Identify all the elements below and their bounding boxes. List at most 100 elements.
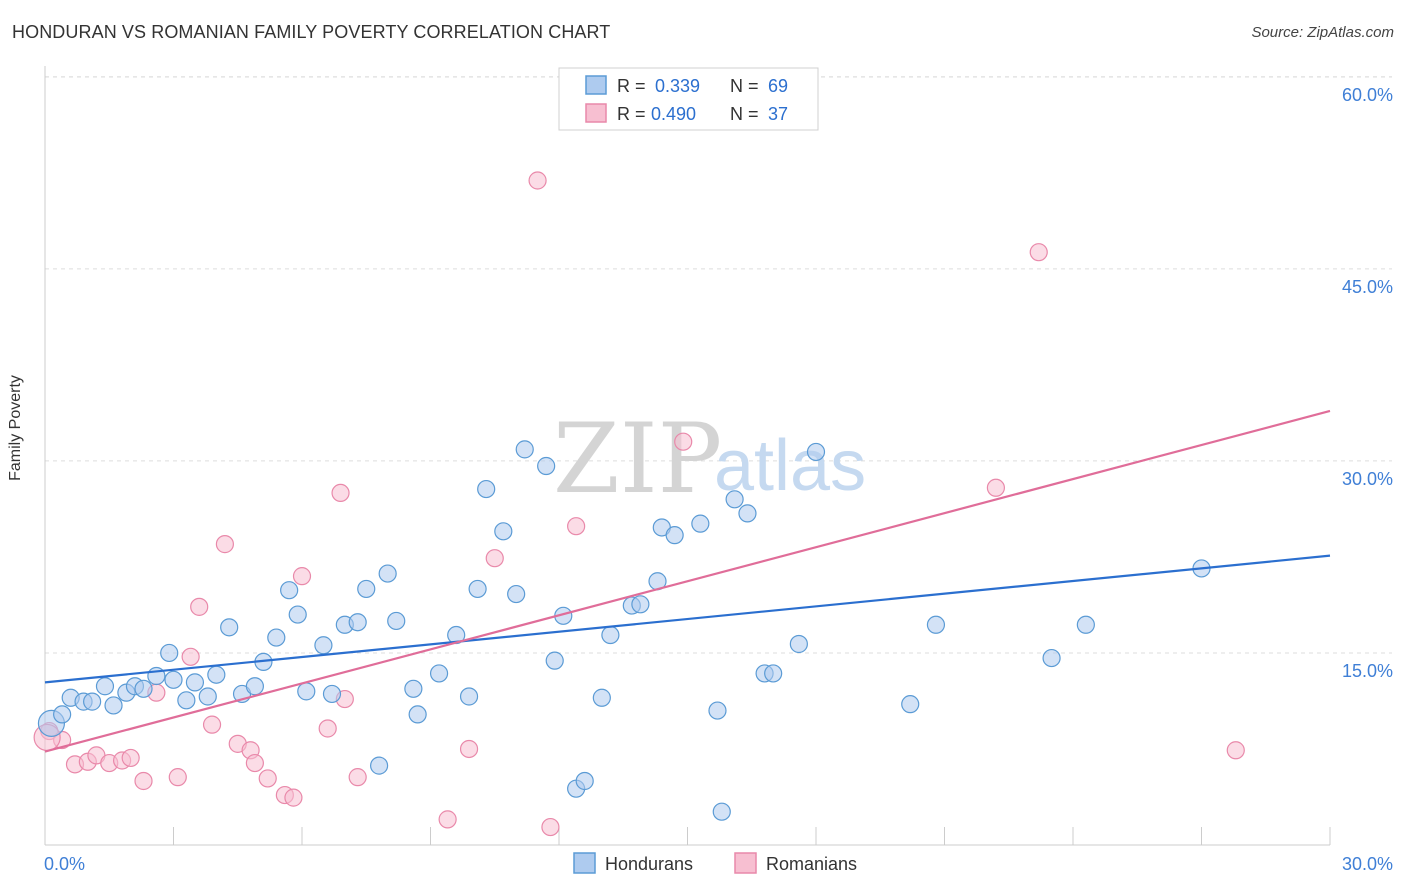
- trend-lines: [44, 409, 1331, 753]
- x-tick-label-end: 30.0%: [1342, 854, 1393, 874]
- honduran-point: [459, 687, 479, 706]
- honduran-point: [220, 618, 239, 637]
- romanian-point: [986, 478, 1006, 497]
- honduran-point: [631, 595, 650, 614]
- honduran-point: [764, 664, 783, 683]
- honduran-point: [712, 802, 731, 821]
- stats-legend-n-label-hondurans: N =: [730, 76, 759, 96]
- honduran-point: [348, 613, 367, 632]
- romanian-point: [284, 788, 303, 807]
- honduran-point: [95, 677, 115, 696]
- romanian-point: [121, 748, 140, 768]
- honduran-point: [665, 526, 684, 545]
- stats-legend-n-value-romanians: 37: [768, 104, 788, 124]
- y-tick-label-2: 45.0%: [1342, 277, 1393, 297]
- romanian-point: [202, 715, 222, 734]
- watermark-zip: ZIP: [553, 403, 722, 515]
- romanian-point: [485, 549, 504, 568]
- romanians-trend-line: [44, 409, 1331, 753]
- honduran-point: [494, 522, 513, 541]
- hondurans-trend-line: [44, 554, 1331, 684]
- honduran-point: [537, 456, 556, 476]
- romanian-point: [190, 597, 209, 616]
- stats-legend-r-value-romanians: 0.490: [651, 104, 696, 124]
- romanian-point: [459, 739, 479, 759]
- romanian-point: [134, 771, 153, 791]
- honduran-point: [901, 695, 920, 714]
- honduran-point: [708, 701, 727, 720]
- honduran-point: [245, 677, 264, 696]
- romanian-point: [541, 817, 560, 837]
- stats-legend-swatch-romanians: [585, 103, 607, 123]
- romanian-point: [181, 647, 200, 666]
- honduran-point: [404, 679, 423, 698]
- hondurans-series: [37, 440, 1211, 821]
- honduran-point: [592, 688, 611, 707]
- honduran-point: [429, 664, 449, 683]
- romanian-point: [331, 483, 350, 503]
- romanian-point: [674, 432, 693, 451]
- honduran-point: [280, 581, 299, 600]
- romanian-point: [348, 768, 367, 787]
- honduran-point: [725, 490, 744, 509]
- honduran-point: [408, 705, 427, 724]
- stats-legend-r-value-hondurans: 0.339: [655, 76, 700, 96]
- honduran-point: [926, 615, 946, 634]
- honduran-point: [288, 605, 307, 624]
- y-tick-label-0: 15.0%: [1342, 661, 1393, 681]
- legend-swatch-hondurans: [573, 852, 596, 874]
- honduran-point: [738, 504, 757, 523]
- honduran-point: [164, 670, 183, 689]
- honduran-point: [198, 687, 217, 706]
- romanian-point: [168, 768, 187, 787]
- honduran-point: [185, 673, 205, 692]
- romanian-point: [1226, 741, 1245, 760]
- honduran-point: [314, 636, 333, 655]
- watermark: ZIP atlas: [553, 403, 866, 515]
- honduran-point: [297, 682, 316, 701]
- honduran-point: [789, 634, 808, 654]
- honduran-point: [1042, 648, 1061, 668]
- legend-label-romanians: Romanians: [766, 854, 857, 874]
- honduran-point: [322, 684, 342, 704]
- honduran-point: [370, 756, 389, 775]
- honduran-point: [468, 579, 487, 599]
- honduran-point: [691, 514, 710, 533]
- honduran-point: [515, 440, 534, 459]
- honduran-point: [507, 584, 526, 604]
- stats-legend-r-label-romanians: R =: [617, 104, 646, 124]
- y-tick-label-3: 60.0%: [1342, 85, 1393, 105]
- romanian-point: [438, 810, 457, 829]
- honduran-point: [575, 771, 594, 791]
- stats-legend-n-value-hondurans: 69: [768, 76, 788, 96]
- stats-legend-r-label-hondurans: R =: [617, 76, 646, 96]
- honduran-point: [207, 665, 226, 684]
- honduran-point: [806, 442, 826, 462]
- honduran-point: [104, 696, 123, 715]
- honduran-point: [177, 691, 196, 710]
- honduran-point: [1076, 615, 1095, 634]
- honduran-point: [53, 705, 72, 724]
- romanian-point: [245, 753, 264, 773]
- honduran-point: [545, 651, 564, 670]
- romanian-point: [567, 517, 586, 536]
- honduran-point: [357, 579, 376, 599]
- y-tick-labels: 15.0% 30.0% 45.0% 60.0%: [1342, 85, 1393, 681]
- honduran-point: [267, 628, 286, 647]
- honduran-point: [160, 643, 179, 663]
- romanian-point: [528, 171, 547, 190]
- romanian-point: [292, 567, 312, 586]
- series-legend: Hondurans Romanians: [573, 852, 857, 874]
- honduran-point: [601, 625, 620, 645]
- romanian-point: [318, 719, 337, 738]
- legend-swatch-romanians: [734, 852, 757, 874]
- romanian-point: [258, 769, 277, 788]
- stats-legend: R = 0.339 N = 69 R = 0.490 N = 37: [558, 67, 819, 131]
- stats-legend-swatch-hondurans: [585, 75, 607, 95]
- source-label: Source: ZipAtlas.com: [1251, 24, 1394, 41]
- stats-legend-n-label-romanians: N =: [730, 104, 759, 124]
- romanian-point: [1029, 243, 1048, 262]
- romanian-point: [215, 535, 234, 554]
- chart-title: HONDURAN VS ROMANIAN FAMILY POVERTY CORR…: [12, 22, 611, 42]
